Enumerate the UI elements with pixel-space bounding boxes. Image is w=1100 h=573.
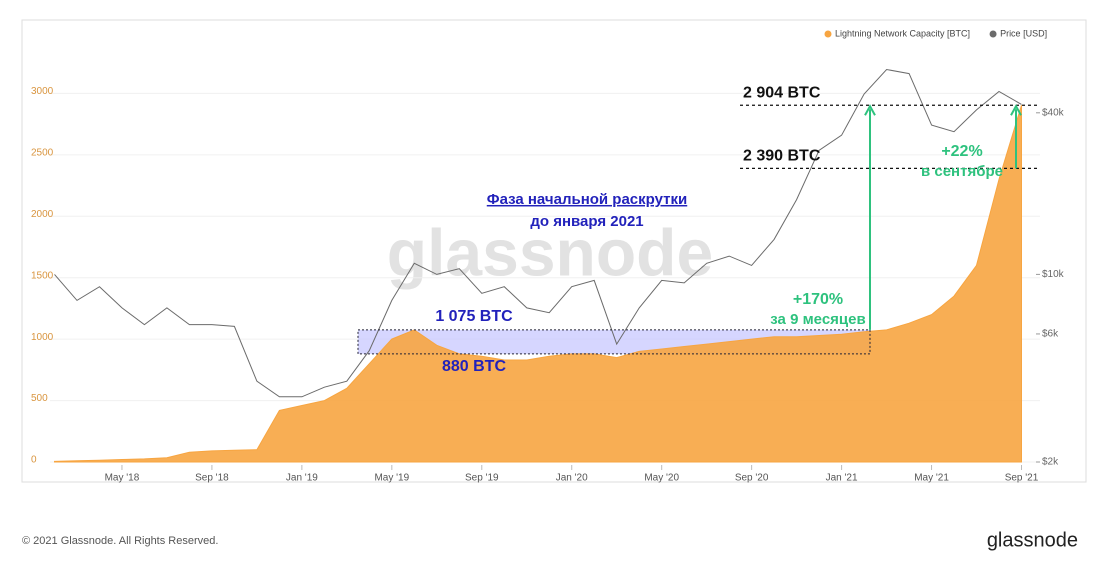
x-tick-label: May '20 [644, 473, 679, 484]
x-tick-label: Sep '21 [1005, 473, 1039, 484]
legend-swatch [824, 30, 832, 38]
box-low-label: 880 BTC [442, 358, 506, 375]
x-tick-label: Sep '20 [735, 473, 769, 484]
y2-tick-label: $2k [1042, 457, 1059, 468]
x-tick-label: Sep '19 [465, 473, 499, 484]
y2-tick-label: $6k [1042, 329, 1059, 340]
capacity-area [54, 105, 1022, 463]
legend-label: Price [USD] [1000, 28, 1047, 38]
arrow-head [864, 104, 876, 116]
x-tick-label: May '18 [105, 473, 140, 484]
logo: glassnode [987, 529, 1078, 551]
legend-swatch [989, 30, 997, 38]
box-high-label: 1 075 BTC [435, 308, 513, 325]
x-tick-label: Jan '19 [286, 473, 318, 484]
price-line [54, 68, 1022, 398]
frame [21, 19, 1087, 483]
x-tick-label: Jan '20 [556, 473, 588, 484]
growth-note: за 9 месяцев [770, 311, 865, 328]
reference-label: 2 390 BTC [743, 148, 821, 165]
y-tick-label: 2000 [31, 209, 54, 220]
watermark: glassnode [387, 215, 713, 289]
x-tick-label: May '19 [374, 473, 409, 484]
phase-note: до января 2021 [530, 213, 643, 230]
arrow-head [1010, 104, 1022, 116]
x-tick-label: Jan '21 [826, 473, 858, 484]
phase-note: Фаза начальной раскрутки [487, 191, 687, 208]
y2-tick-label: $10k [1042, 269, 1065, 280]
y-tick-label: 2500 [31, 147, 54, 158]
y-tick-label: 3000 [31, 86, 54, 97]
legend-label: Lightning Network Capacity [BTC] [835, 28, 970, 38]
x-tick-label: Sep '18 [195, 473, 229, 484]
y-tick-label: 1000 [31, 332, 54, 343]
y-tick-label: 0 [31, 455, 37, 466]
highlight-box-border [357, 329, 871, 355]
growth-label: +170% [793, 291, 843, 308]
y2-tick-label: $40k [1042, 107, 1065, 118]
y-tick-label: 500 [31, 393, 48, 404]
reference-label: 2 904 BTC [743, 84, 821, 101]
x-tick-label: May '21 [914, 473, 949, 484]
y-tick-label: 1500 [31, 270, 54, 281]
growth-note: в сентябре [921, 163, 1003, 180]
copyright: © 2021 Glassnode. All Rights Reserved. [22, 535, 218, 547]
growth-label: +22% [941, 143, 982, 160]
